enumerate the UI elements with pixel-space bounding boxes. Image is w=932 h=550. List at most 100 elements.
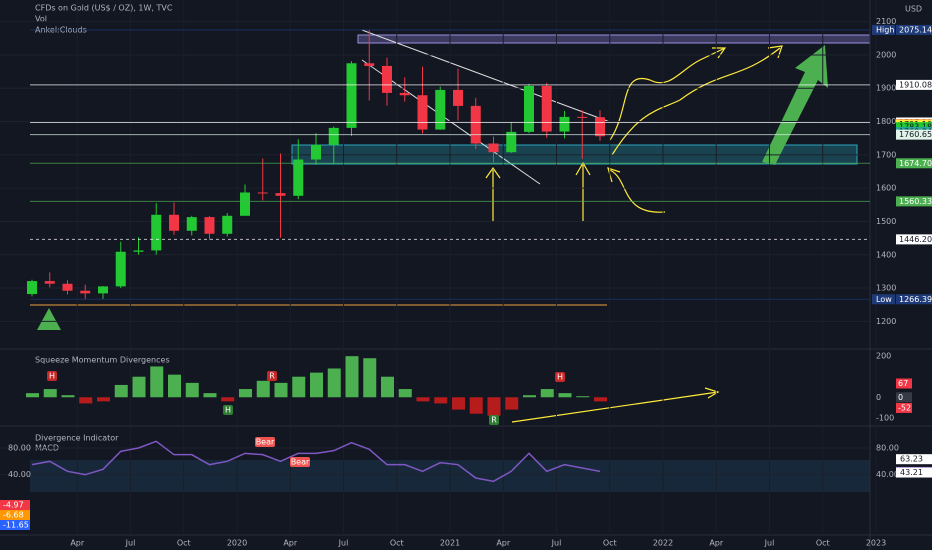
candle-body xyxy=(417,95,428,130)
momentum-bar xyxy=(97,397,110,402)
momentum-bar xyxy=(434,397,448,404)
x-tick-label: Oct xyxy=(390,539,404,548)
price-tag xyxy=(896,294,932,305)
momentum-bar xyxy=(345,356,359,398)
momentum-bar xyxy=(398,389,412,398)
y-tick-label: 1200 xyxy=(876,317,896,326)
y-tick-label: 1400 xyxy=(876,250,896,259)
price-tag-name: Low xyxy=(876,295,892,304)
momentum-bar xyxy=(150,366,164,398)
momentum-bar xyxy=(168,374,181,398)
momentum-bar xyxy=(185,382,199,398)
scale-tag xyxy=(896,454,932,465)
candle-body xyxy=(115,251,126,287)
momentum-bar xyxy=(363,358,377,398)
candle-body xyxy=(186,217,197,231)
left-tag xyxy=(0,510,30,520)
scale-label: 67 xyxy=(898,379,908,388)
left-label: -6.68 xyxy=(3,511,24,520)
momentum-bar xyxy=(221,397,235,402)
price-tag xyxy=(896,196,932,207)
candle-body xyxy=(133,250,144,252)
candle-body xyxy=(27,281,37,295)
annotation-bg xyxy=(267,371,277,381)
candle-body xyxy=(62,283,73,291)
price-label: 1266.39 xyxy=(899,295,932,304)
momentum-bar xyxy=(327,368,341,398)
candle-body xyxy=(364,63,375,66)
momentum-bar xyxy=(274,382,288,398)
momentum-bar xyxy=(381,376,394,398)
annotation: R xyxy=(491,416,497,425)
candle-body xyxy=(399,92,410,96)
annotation-bg xyxy=(255,437,275,447)
candle-body xyxy=(577,116,588,118)
price-label: 1446.20 xyxy=(899,235,932,244)
momentum-bar xyxy=(505,397,519,410)
left-label: -11.65 xyxy=(3,521,29,530)
vol: Vol xyxy=(35,15,47,24)
momentum-bar xyxy=(416,397,430,402)
price-label: 1674.70 xyxy=(899,159,932,168)
annotation-bg xyxy=(290,457,310,467)
momentum-bar xyxy=(132,376,146,398)
price-tag-name: High xyxy=(876,25,894,34)
y-tick-label: 2100 xyxy=(876,17,896,26)
price-label: 1910.08 xyxy=(899,80,932,89)
left-tick-label: 80.00 xyxy=(8,444,31,453)
candle-body xyxy=(222,215,233,234)
pane-title: Divergence Indicator xyxy=(35,434,119,443)
x-tick-label: Jul xyxy=(764,539,775,548)
y-tick-label: 1800 xyxy=(876,117,896,126)
annotation: H xyxy=(49,372,55,381)
buy-triangle xyxy=(37,308,61,330)
candle-body xyxy=(311,144,321,160)
candle-body xyxy=(524,85,534,132)
momentum-bar xyxy=(540,389,554,398)
x-tick-label: Oct xyxy=(816,539,830,548)
x-tick-label: Apr xyxy=(283,539,298,548)
y-tick-label: 80.00 xyxy=(876,444,899,453)
candle-body xyxy=(44,281,55,284)
y-tick-label: 1600 xyxy=(876,184,896,193)
price-label: 2075.14 xyxy=(899,25,932,34)
y-tick-label: 1900 xyxy=(876,84,896,93)
y-tick-label: 200 xyxy=(876,352,891,361)
x-tick-label: Apr xyxy=(709,539,724,548)
scale-label: -52 xyxy=(898,403,911,412)
momentum-bar xyxy=(292,376,306,398)
momentum-bar xyxy=(594,397,607,402)
price-tag xyxy=(896,158,932,169)
scale-label: 63.23 xyxy=(900,455,923,464)
price-tag xyxy=(896,79,932,90)
candle-body xyxy=(275,193,286,196)
candle-body xyxy=(453,89,463,106)
momentum-bar xyxy=(576,396,590,398)
tag-name-bg xyxy=(872,24,895,35)
x-tick-label: Apr xyxy=(70,539,85,548)
candle-body xyxy=(541,85,552,132)
x-tick-label: 2020 xyxy=(227,539,247,548)
momentum-bar xyxy=(79,397,93,404)
momentum-bar xyxy=(256,380,270,398)
y-tick-label: 1300 xyxy=(876,284,896,293)
candle-body xyxy=(169,214,179,231)
momentum-bar xyxy=(452,397,465,410)
x-tick-label: 2022 xyxy=(653,539,673,548)
high-box xyxy=(357,34,871,44)
left-tick-label: 40.00 xyxy=(8,470,31,479)
x-tick-label: Oct xyxy=(177,539,191,548)
momentum-bar xyxy=(43,389,57,398)
scale-tag xyxy=(896,402,912,413)
y-tick-label: -100 xyxy=(876,413,894,422)
momentum-bar xyxy=(61,395,75,398)
candle-body xyxy=(470,105,481,144)
candle-body xyxy=(204,217,215,234)
scale-tag xyxy=(896,467,932,478)
annotation-bg xyxy=(47,371,57,381)
channel-line xyxy=(361,29,611,123)
x-tick-label: Jul xyxy=(551,539,562,548)
x-tick-label: 2023 xyxy=(866,539,886,548)
